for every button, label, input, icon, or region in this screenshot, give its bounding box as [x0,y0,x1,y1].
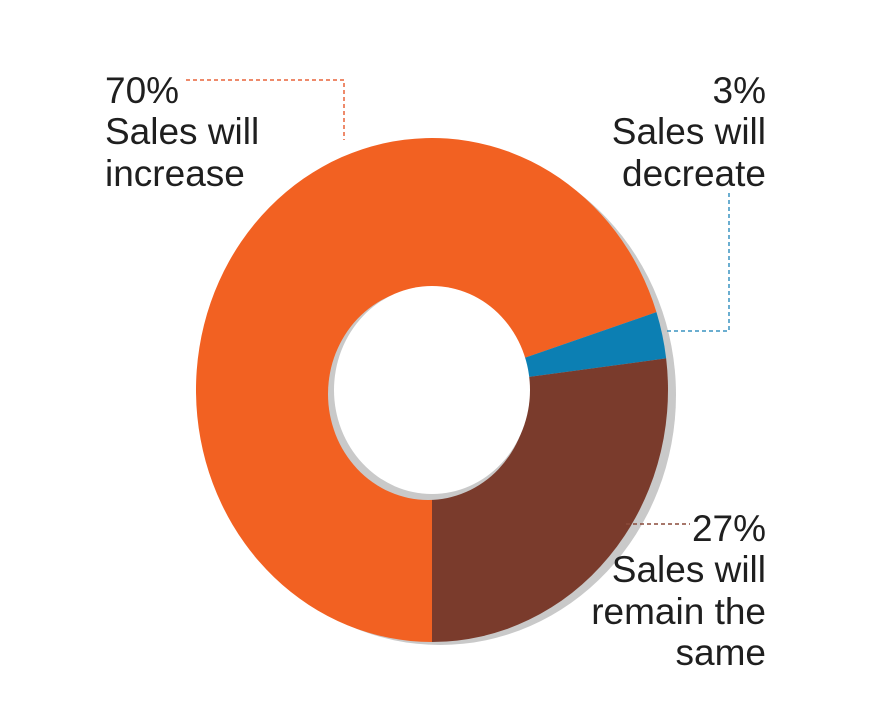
label-sales-decrease: 3% Sales will decreate [612,70,766,194]
donut-hole [334,286,530,494]
label-line: Sales will [611,549,766,591]
percent-label: 27% [691,508,766,549]
label-line: remain the [591,590,766,632]
percent-label: 3% [712,70,766,111]
label-line: Sales will [105,111,260,153]
label-line: Sales will [611,111,766,153]
label-line: same [675,632,766,674]
leader-line-increase [186,79,345,140]
leader-line-decrease [667,193,730,332]
label-line: decreate [622,152,766,194]
percent-label: 70% [105,70,180,111]
label-sales-increase: 70% Sales will increase [105,70,259,194]
label-sales-same: 27% Sales will remain the same [591,508,766,674]
label-line: increase [105,152,245,194]
